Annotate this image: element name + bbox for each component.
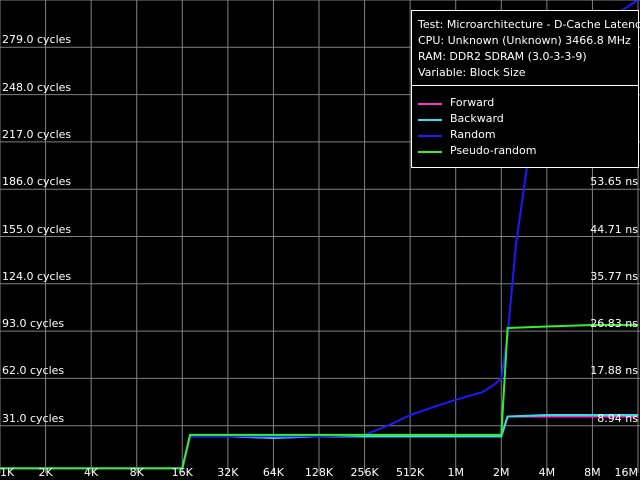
x-tick-label-8M: 8M <box>584 466 601 479</box>
y-tick-label-ns: 53.65 ns <box>590 175 638 189</box>
x-tick-label-512K: 512K <box>396 466 425 479</box>
x-tick-label-16M: 16M <box>614 466 639 479</box>
test-name: Test: Microarchitecture - D-Cache Latenc… <box>418 18 640 31</box>
series-line-pseudo-random <box>0 324 638 470</box>
y-tick-label-ns: 26.83 ns <box>590 317 638 331</box>
y-tick-label-cycles: 279.0 cycles <box>2 33 72 47</box>
x-tick-label-1M: 1M <box>447 466 464 479</box>
x-tick-label-64K: 64K <box>262 466 285 479</box>
y-tick-label-cycles: 62.0 cycles <box>2 364 65 378</box>
legend-swatch <box>418 135 442 137</box>
legend-swatch <box>418 103 442 105</box>
x-tick-label-2M: 2M <box>493 466 510 479</box>
y-tick-label-cycles: 217.0 cycles <box>2 127 72 141</box>
y-tick-label-cycles: 186.0 cycles <box>2 175 72 189</box>
ram-info: RAM: DDR2 SDRAM (3.0-3-3-9) <box>418 50 587 63</box>
variable-info: Variable: Block Size <box>418 66 526 79</box>
y-tick-label-ns: 8.94 ns <box>597 411 638 425</box>
y-tick-label-cycles: 155.0 cycles <box>2 222 72 236</box>
info-legend-box: Test: Microarchitecture - D-Cache Latenc… <box>411 10 640 168</box>
x-tick-label-1K: 1K <box>0 466 15 479</box>
y-tick-label-cycles: 31.0 cycles <box>2 411 65 425</box>
x-tick-label-16K: 16K <box>171 466 193 479</box>
y-tick-label-ns: 35.77 ns <box>590 269 638 283</box>
series-lines <box>0 0 639 470</box>
legend-label: Random <box>450 128 496 141</box>
legend-swatch <box>418 119 442 121</box>
y-tick-label-cycles: 124.0 cycles <box>2 269 72 283</box>
x-tick-label-2K: 2K <box>38 466 53 479</box>
y-tick-label-ns: 44.71 ns <box>590 222 638 236</box>
x-tick-label-4M: 4M <box>538 466 556 479</box>
x-tick-label-4K: 4K <box>84 466 99 479</box>
x-tick-label-8K: 8K <box>129 466 144 479</box>
x-tick-label-128K: 128K <box>304 466 334 479</box>
y-tick-label-cycles: 93.0 cycles <box>2 317 65 331</box>
y-tick-label-ns: 17.88 ns <box>590 364 638 378</box>
y-tick-label-cycles: 248.0 cycles <box>2 80 72 94</box>
x-tick-label-256K: 256K <box>350 466 379 479</box>
legend-label: Backward <box>450 112 504 125</box>
legend-label: Pseudo-random <box>450 144 537 157</box>
legend-swatch <box>418 151 442 153</box>
x-tick-label-32K: 32K <box>217 466 239 479</box>
legend-label: Forward <box>450 96 495 109</box>
cpu-info: CPU: Unknown (Unknown) 3466.8 MHz <box>418 34 631 47</box>
info-separator <box>412 85 638 86</box>
